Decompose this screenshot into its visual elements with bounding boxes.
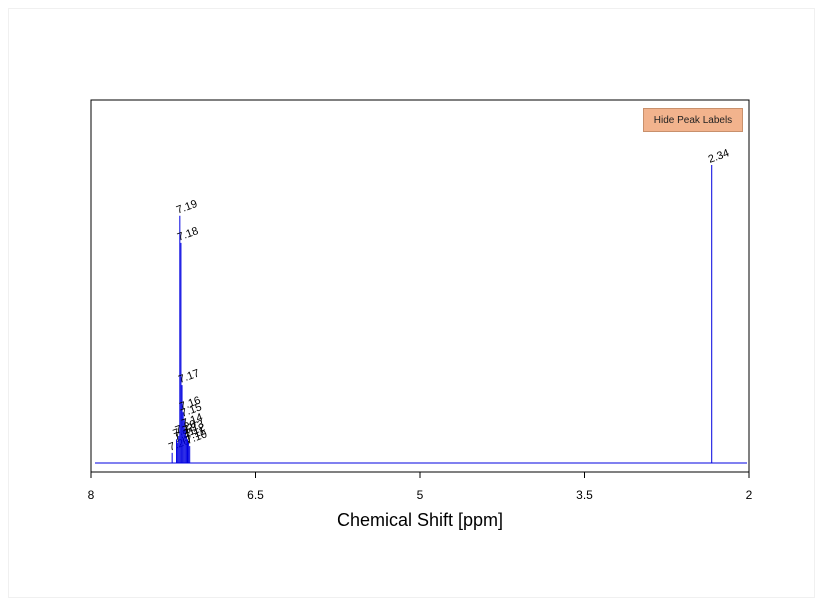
x-axis: 8 6.5 5 3.5 2 [88, 472, 753, 502]
plot-area [90, 99, 750, 473]
x-tick-label: 2 [746, 488, 753, 502]
hide-peak-labels-button[interactable]: Hide Peak Labels [643, 108, 743, 132]
chart-frame [8, 8, 815, 598]
x-tick-label: 8 [88, 488, 95, 502]
x-tick-label: 5 [417, 488, 424, 502]
x-axis-title: Chemical Shift [ppm] [337, 510, 503, 530]
x-tick-label: 6.5 [247, 488, 264, 502]
x-tick-label: 3.5 [576, 488, 593, 502]
peaks-group: 7.267.227.217.207.197.187.177.167.157.14… [167, 147, 731, 463]
